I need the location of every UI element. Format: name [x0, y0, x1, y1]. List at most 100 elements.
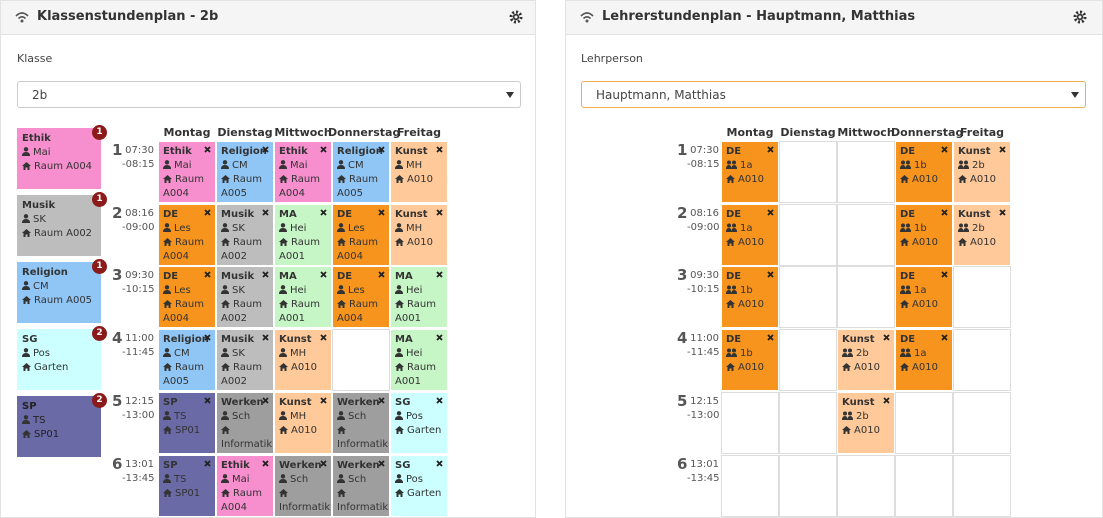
lesson[interactable]: Werken Sch Informatik: [332, 455, 390, 517]
lesson[interactable]: SG Pos Garten: [390, 455, 448, 517]
remove-button[interactable]: [204, 334, 211, 341]
remove-button[interactable]: [941, 334, 948, 341]
empty-slot[interactable]: [779, 329, 837, 391]
remove-button[interactable]: [941, 146, 948, 153]
lesson[interactable]: DE 1a A010: [721, 204, 779, 266]
remove-button[interactable]: [436, 271, 443, 278]
lesson[interactable]: DE 1a A010: [721, 141, 779, 203]
lesson[interactable]: Religion CM Raum A005: [216, 141, 274, 203]
remove-button[interactable]: [767, 146, 774, 153]
lesson[interactable]: Ethik Mai Raum A004: [274, 141, 332, 203]
remove-button[interactable]: [378, 146, 385, 153]
teacher-select[interactable]: Hauptmann, Matthias: [581, 81, 1086, 108]
lesson[interactable]: DE Les Raum A004: [332, 204, 390, 266]
remove-button[interactable]: [999, 209, 1006, 216]
remove-button[interactable]: [320, 460, 327, 467]
empty-slot[interactable]: [953, 455, 1011, 517]
empty-slot[interactable]: [721, 392, 779, 454]
lesson[interactable]: Kunst MH A010: [390, 204, 448, 266]
lesson[interactable]: Musik SK Raum A002: [216, 204, 274, 266]
empty-slot[interactable]: [953, 329, 1011, 391]
empty-slot[interactable]: [332, 329, 390, 391]
lesson[interactable]: Kunst 2b A010: [953, 141, 1011, 203]
lesson[interactable]: MA Hei Raum A001: [274, 266, 332, 328]
settings-button[interactable]: [509, 10, 523, 24]
lesson[interactable]: Religion CM Raum A005: [332, 141, 390, 203]
lesson[interactable]: DE 1b A010: [721, 266, 779, 328]
lesson[interactable]: Ethik Mai Raum A004: [216, 455, 274, 517]
remove-button[interactable]: [378, 209, 385, 216]
remove-button[interactable]: [262, 460, 269, 467]
remove-button[interactable]: [941, 209, 948, 216]
remove-button[interactable]: [262, 209, 269, 216]
remove-button[interactable]: [883, 334, 890, 341]
lesson[interactable]: Musik SK Raum A002: [216, 329, 274, 391]
lesson[interactable]: SP TS SP01: [158, 455, 216, 517]
lesson[interactable]: Kunst 2b A010: [953, 204, 1011, 266]
remove-button[interactable]: [320, 271, 327, 278]
remove-button[interactable]: [436, 397, 443, 404]
remove-button[interactable]: [436, 334, 443, 341]
lesson[interactable]: Religion CM Raum A005: [158, 329, 216, 391]
lesson[interactable]: Ethik Mai Raum A004: [158, 141, 216, 203]
empty-slot[interactable]: [953, 266, 1011, 328]
lesson[interactable]: DE 1a A010: [895, 266, 953, 328]
empty-slot[interactable]: [837, 266, 895, 328]
empty-slot[interactable]: [779, 392, 837, 454]
lesson[interactable]: DE 1a A010: [895, 329, 953, 391]
settings-button[interactable]: [1073, 10, 1087, 24]
lesson[interactable]: Kunst MH A010: [274, 329, 332, 391]
remove-button[interactable]: [204, 397, 211, 404]
lesson[interactable]: Musik SK Raum A002: [216, 266, 274, 328]
lesson[interactable]: Kunst MH A010: [390, 141, 448, 203]
lesson[interactable]: DE 1b A010: [895, 204, 953, 266]
empty-slot[interactable]: [779, 266, 837, 328]
remove-button[interactable]: [883, 397, 890, 404]
remove-button[interactable]: [204, 460, 211, 467]
lesson[interactable]: SG Pos Garten: [390, 392, 448, 454]
lesson[interactable]: SP TS SP01: [158, 392, 216, 454]
remove-button[interactable]: [204, 271, 211, 278]
remove-button[interactable]: [204, 146, 211, 153]
remove-button[interactable]: [320, 397, 327, 404]
lesson-card[interactable]: SP TS SP01 2: [17, 393, 107, 457]
empty-slot[interactable]: [837, 455, 895, 517]
empty-slot[interactable]: [895, 455, 953, 517]
empty-slot[interactable]: [779, 455, 837, 517]
lesson[interactable]: Kunst 2b A010: [837, 392, 895, 454]
remove-button[interactable]: [378, 460, 385, 467]
lesson[interactable]: Kunst 2b A010: [837, 329, 895, 391]
lesson[interactable]: DE Les Raum A004: [158, 204, 216, 266]
remove-button[interactable]: [436, 209, 443, 216]
remove-button[interactable]: [941, 271, 948, 278]
lesson[interactable]: DE Les Raum A004: [332, 266, 390, 328]
lesson[interactable]: Werken Sch Informatik: [216, 392, 274, 454]
remove-button[interactable]: [204, 209, 211, 216]
empty-slot[interactable]: [779, 141, 837, 203]
lesson-card[interactable]: Religion CM Raum A005 1: [17, 259, 107, 323]
lesson[interactable]: MA Hei Raum A001: [390, 329, 448, 391]
remove-button[interactable]: [262, 334, 269, 341]
remove-button[interactable]: [999, 146, 1006, 153]
remove-button[interactable]: [436, 146, 443, 153]
remove-button[interactable]: [378, 397, 385, 404]
remove-button[interactable]: [767, 209, 774, 216]
lesson[interactable]: DE Les Raum A004: [158, 266, 216, 328]
empty-slot[interactable]: [779, 204, 837, 266]
lesson[interactable]: MA Hei Raum A001: [274, 204, 332, 266]
remove-button[interactable]: [320, 146, 327, 153]
lesson-card[interactable]: SG Pos Garten 2: [17, 326, 107, 390]
remove-button[interactable]: [767, 271, 774, 278]
remove-button[interactable]: [320, 334, 327, 341]
lesson[interactable]: MA Hei Raum A001: [390, 266, 448, 328]
lesson-card[interactable]: Musik SK Raum A002 1: [17, 192, 107, 256]
empty-slot[interactable]: [837, 141, 895, 203]
lesson[interactable]: DE 1b A010: [721, 329, 779, 391]
lesson[interactable]: Werken Sch Informatik: [274, 455, 332, 517]
remove-button[interactable]: [262, 397, 269, 404]
lesson[interactable]: Kunst MH A010: [274, 392, 332, 454]
remove-button[interactable]: [262, 146, 269, 153]
remove-button[interactable]: [436, 460, 443, 467]
empty-slot[interactable]: [721, 455, 779, 517]
empty-slot[interactable]: [953, 392, 1011, 454]
